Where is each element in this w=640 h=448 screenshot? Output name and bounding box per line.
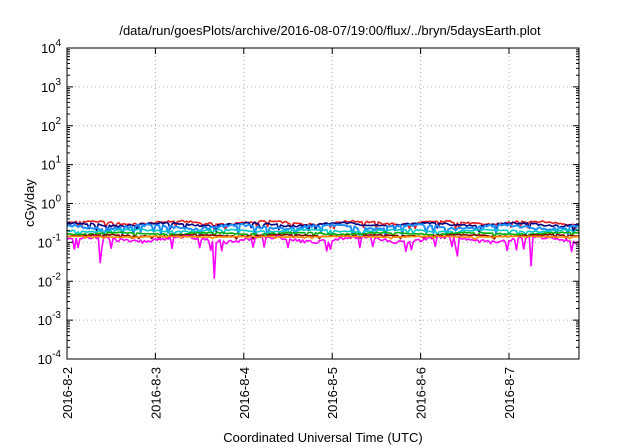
plot-area: [66, 219, 580, 279]
x-tick-label: 2016-8-5: [325, 367, 340, 419]
y-axis-label: cGy/day: [22, 179, 37, 227]
x-tick-label: 2016-8-6: [414, 367, 429, 419]
x-axis: 2016-8-2 2016-8-3 2016-8-4 2016-8-5 2016-8-6…: [60, 48, 517, 419]
y-tick-label: 102: [41, 116, 61, 134]
series-line: [66, 223, 580, 238]
x-tick-label: 2016-8-2: [60, 367, 75, 419]
series-line: [66, 228, 580, 237]
grid: [67, 48, 579, 359]
y-tick-label: 10-1: [38, 232, 62, 250]
x-tick-label: 2016-8-3: [148, 367, 163, 419]
y-tick-label: 10-2: [38, 271, 62, 289]
y-axis: 10-4 10-3 10-2 10-1 100 101 102 103 104: [38, 38, 579, 367]
x-tick-label: 2016-8-7: [502, 367, 517, 419]
y-tick-label: 104: [41, 38, 61, 56]
y-tick-label: 10-4: [38, 349, 62, 367]
series-line: [66, 231, 580, 239]
y-tick-label: 103: [41, 77, 61, 95]
y-tick-label: 101: [41, 155, 61, 173]
x-tick-label: 2016-8-4: [237, 367, 252, 419]
x-axis-label: Coordinated Universal Time (UTC): [223, 430, 422, 445]
y-tick-label: 100: [41, 194, 61, 212]
chart-title: /data/run/goesPlots/archive/2016-08-07/1…: [119, 23, 541, 38]
series-line: [66, 235, 580, 279]
series-line: [67, 235, 579, 240]
y-tick-label: 10-3: [38, 310, 62, 328]
